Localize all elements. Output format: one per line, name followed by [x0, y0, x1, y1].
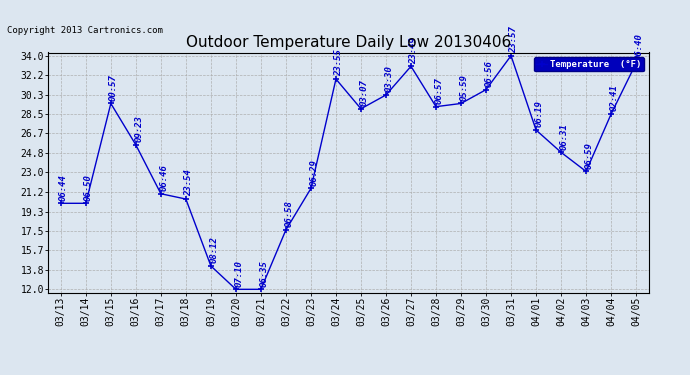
Text: 06:59: 06:59 — [584, 142, 593, 169]
Legend: Temperature  (°F): Temperature (°F) — [534, 57, 644, 71]
Text: 06:31: 06:31 — [560, 123, 569, 150]
Text: 23:57: 23:57 — [509, 26, 518, 53]
Text: 23:55: 23:55 — [334, 50, 343, 76]
Text: 03:30: 03:30 — [384, 65, 393, 92]
Title: Outdoor Temperature Daily Low 20130406: Outdoor Temperature Daily Low 20130406 — [186, 35, 511, 50]
Text: 06:19: 06:19 — [534, 100, 543, 127]
Text: 23:49: 23:49 — [409, 37, 418, 63]
Text: 05:59: 05:59 — [460, 74, 469, 101]
Text: 06:46: 06:46 — [159, 164, 168, 191]
Text: 06:40: 06:40 — [634, 33, 643, 60]
Text: 09:23: 09:23 — [134, 115, 143, 142]
Text: 06:58: 06:58 — [284, 200, 293, 227]
Text: 08:12: 08:12 — [209, 236, 218, 263]
Text: 06:57: 06:57 — [434, 77, 443, 104]
Text: Copyright 2013 Cartronics.com: Copyright 2013 Cartronics.com — [7, 26, 163, 35]
Text: 06:56: 06:56 — [484, 60, 493, 87]
Text: 02:41: 02:41 — [609, 84, 618, 111]
Text: 06:29: 06:29 — [309, 159, 318, 186]
Text: 07:10: 07:10 — [234, 260, 243, 286]
Text: 06:44: 06:44 — [59, 174, 68, 201]
Text: 06:35: 06:35 — [259, 260, 268, 286]
Text: 00:57: 00:57 — [109, 74, 118, 101]
Text: 06:50: 06:50 — [84, 174, 93, 201]
Text: 03:07: 03:07 — [359, 79, 368, 106]
Text: 23:54: 23:54 — [184, 170, 193, 196]
